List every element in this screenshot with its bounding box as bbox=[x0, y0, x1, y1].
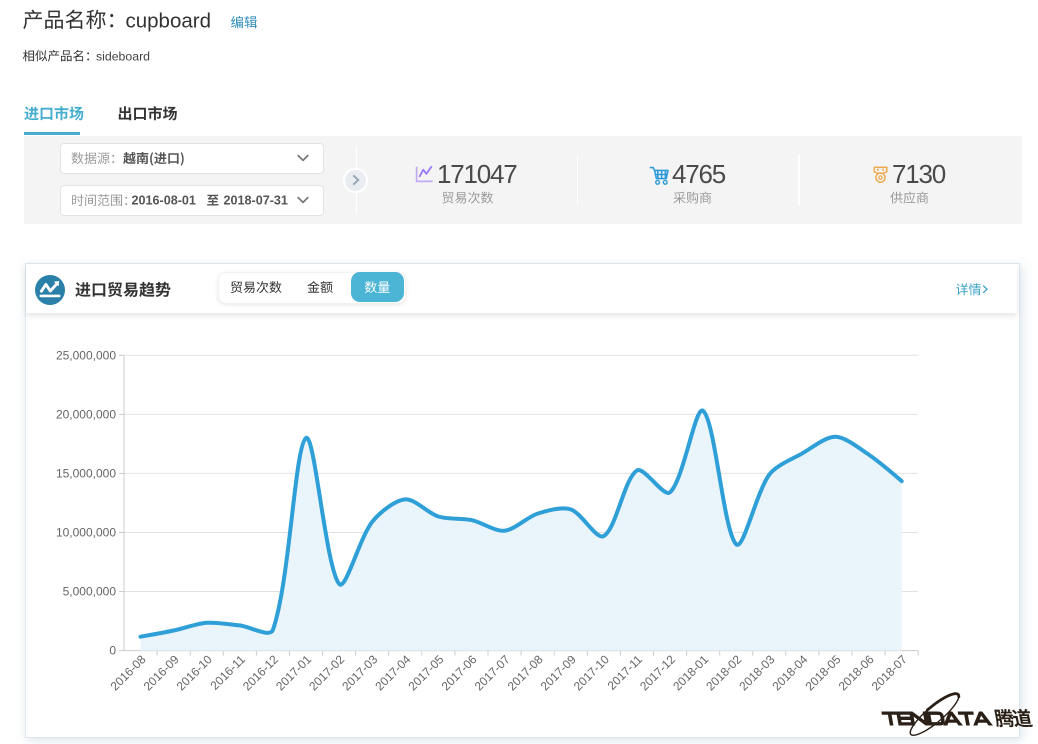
svg-text:2017-04: 2017-04 bbox=[372, 652, 413, 693]
svg-text:2017-07: 2017-07 bbox=[472, 652, 513, 693]
svg-text:2017-02: 2017-02 bbox=[306, 652, 347, 693]
svg-text:20,000,000: 20,000,000 bbox=[56, 407, 116, 421]
svg-text:7130: 7130 bbox=[892, 159, 946, 189]
svg-text:4765: 4765 bbox=[672, 159, 726, 189]
svg-text:2018-03: 2018-03 bbox=[736, 652, 777, 693]
svg-text:2018-02: 2018-02 bbox=[703, 652, 744, 693]
svg-text:2017-03: 2017-03 bbox=[339, 652, 380, 693]
svg-text:2018-05: 2018-05 bbox=[803, 652, 844, 693]
svg-text:2016-12: 2016-12 bbox=[240, 652, 281, 693]
svg-text:2017-08: 2017-08 bbox=[505, 652, 546, 693]
svg-text:2018-07-31: 2018-07-31 bbox=[224, 193, 288, 207]
svg-text:2017-05: 2017-05 bbox=[405, 652, 446, 693]
svg-text:2018-04: 2018-04 bbox=[769, 652, 810, 693]
svg-text:2017-09: 2017-09 bbox=[538, 652, 579, 693]
svg-text:2017-12: 2017-12 bbox=[637, 652, 678, 693]
svg-text:171047: 171047 bbox=[437, 159, 517, 189]
svg-text:2017-01: 2017-01 bbox=[273, 652, 314, 693]
svg-text:2016-08: 2016-08 bbox=[108, 652, 149, 693]
svg-text:2018-01: 2018-01 bbox=[670, 652, 711, 693]
svg-text:cupboard: cupboard bbox=[126, 9, 211, 32]
svg-text:2017-06: 2017-06 bbox=[439, 652, 480, 693]
svg-text:2016-10: 2016-10 bbox=[174, 652, 215, 693]
svg-text:2018-07: 2018-07 bbox=[869, 652, 910, 693]
svg-text:sideboard: sideboard bbox=[96, 49, 150, 63]
svg-text:10,000,000: 10,000,000 bbox=[56, 526, 116, 540]
svg-text:2017-10: 2017-10 bbox=[571, 652, 612, 693]
svg-text:0: 0 bbox=[109, 644, 116, 658]
svg-text:5,000,000: 5,000,000 bbox=[63, 585, 117, 599]
svg-text:15,000,000: 15,000,000 bbox=[56, 466, 116, 480]
svg-text:2018-06: 2018-06 bbox=[836, 652, 877, 693]
svg-text:2016-09: 2016-09 bbox=[141, 652, 182, 693]
svg-text:25,000,000: 25,000,000 bbox=[56, 348, 116, 362]
svg-text:2016-08-01: 2016-08-01 bbox=[132, 193, 196, 207]
